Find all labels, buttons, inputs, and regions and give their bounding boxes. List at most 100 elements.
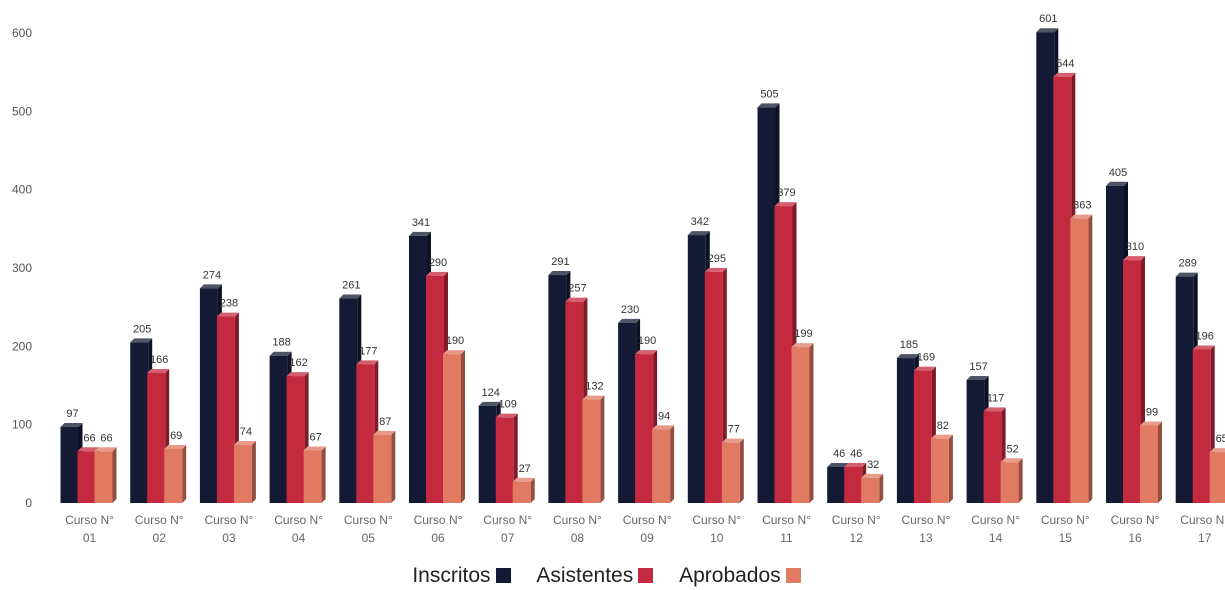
bar-aprobados bbox=[233, 441, 256, 503]
x-tick-label: Curso N° 01 bbox=[65, 513, 114, 545]
x-tick-label-line: 07 bbox=[501, 531, 515, 545]
x-tick-label-line: 15 bbox=[1059, 531, 1073, 545]
x-tick-label: Curso N° 13 bbox=[901, 513, 950, 545]
bar-front bbox=[1000, 462, 1019, 503]
bar-top bbox=[635, 350, 658, 355]
data-label: 291 bbox=[551, 256, 569, 268]
bar-front bbox=[774, 206, 793, 503]
x-tick-label: Curso N° 11 bbox=[762, 513, 811, 545]
legend: Inscritos Asistentes Aprobados bbox=[0, 564, 1225, 588]
bar-top bbox=[687, 231, 710, 236]
bar-front bbox=[652, 429, 671, 503]
bar-top bbox=[426, 271, 448, 276]
x-tick-label: Curso N° 10 bbox=[692, 513, 741, 545]
bar-top bbox=[443, 350, 465, 355]
legend-item-asistentes: Asistentes bbox=[536, 564, 665, 588]
bar-top bbox=[77, 447, 100, 452]
data-label: 379 bbox=[777, 187, 795, 199]
bar-asistentes bbox=[1123, 256, 1145, 503]
bar-top bbox=[60, 423, 83, 428]
bar-top bbox=[582, 395, 605, 400]
legend-swatch-aprobados bbox=[785, 568, 801, 583]
y-tick-label: 0 bbox=[25, 496, 32, 510]
bar-top bbox=[1070, 214, 1093, 219]
bar-side bbox=[1018, 458, 1023, 503]
bar-front bbox=[356, 364, 375, 503]
x-tick-label: Curso N° 03 bbox=[204, 513, 253, 545]
data-label: 289 bbox=[1179, 258, 1197, 270]
data-label: 177 bbox=[359, 345, 377, 357]
data-label: 32 bbox=[867, 459, 879, 471]
data-label: 97 bbox=[66, 408, 78, 420]
bar-front bbox=[1106, 185, 1124, 503]
x-tick-label-line: Curso N° bbox=[274, 513, 323, 527]
x-tick-label: Curso N° 17 bbox=[1180, 513, 1225, 545]
bar-front bbox=[1053, 76, 1072, 503]
data-label: 109 bbox=[499, 399, 517, 411]
x-tick-label: Curso N° 08 bbox=[553, 513, 602, 545]
bar-aprobados bbox=[443, 350, 465, 503]
bar-top bbox=[704, 267, 727, 272]
bar-front bbox=[130, 342, 149, 503]
bar-aprobados bbox=[930, 434, 953, 503]
bar-front bbox=[373, 434, 392, 503]
bar-aprobados bbox=[861, 473, 884, 503]
bar-front bbox=[216, 316, 235, 503]
y-tick-label: 200 bbox=[12, 339, 32, 353]
bar-side bbox=[948, 434, 953, 503]
bar-front bbox=[426, 275, 444, 503]
bar-top bbox=[774, 202, 797, 207]
bar-top bbox=[164, 444, 187, 449]
bar-front bbox=[1192, 349, 1211, 503]
bar-top bbox=[356, 360, 379, 365]
x-tick-label-line: 02 bbox=[153, 531, 167, 545]
bar-aprobados bbox=[1070, 214, 1093, 503]
x-tick-label: Curso N° 09 bbox=[623, 513, 672, 545]
data-label: 185 bbox=[900, 339, 918, 351]
x-tick-label-line: Curso N° bbox=[762, 513, 811, 527]
bar-front bbox=[339, 298, 358, 503]
bar-top bbox=[478, 401, 501, 406]
bar-front bbox=[286, 376, 305, 503]
data-label: 65 bbox=[1216, 433, 1225, 445]
x-tick-label: Curso N° 15 bbox=[1041, 513, 1090, 545]
bar-top bbox=[721, 438, 744, 443]
legend-item-aprobados: Aprobados bbox=[679, 564, 813, 588]
bar-front bbox=[269, 355, 288, 503]
data-label: 46 bbox=[833, 448, 845, 460]
legend-label-inscritos: Inscritos bbox=[412, 564, 491, 587]
y-tick-label: 600 bbox=[12, 26, 32, 40]
bar-side bbox=[530, 477, 535, 503]
bar-top bbox=[757, 103, 780, 108]
x-tick-label-line: 17 bbox=[1198, 531, 1212, 545]
data-label: 66 bbox=[100, 432, 112, 444]
bar-series-group bbox=[60, 28, 1225, 504]
bar-front bbox=[1140, 425, 1158, 503]
bar-side bbox=[739, 438, 744, 503]
bar-top bbox=[618, 318, 641, 323]
data-label: 190 bbox=[638, 335, 656, 347]
bar-side bbox=[112, 447, 117, 503]
x-tick-label-line: 12 bbox=[850, 531, 864, 545]
bar-front bbox=[1070, 218, 1089, 503]
data-label: 27 bbox=[519, 463, 531, 475]
x-tick-label-line: Curso N° bbox=[204, 513, 253, 527]
data-label: 257 bbox=[568, 283, 586, 295]
bar-aprobados bbox=[512, 477, 535, 503]
data-labels: 97 66 66 205 166 69 274 238 74 188 162 67 261 177 87 34… bbox=[66, 13, 1225, 475]
data-label: 310 bbox=[1126, 241, 1144, 253]
bar-side bbox=[1088, 214, 1093, 503]
bar-front bbox=[443, 354, 461, 503]
bar-side bbox=[670, 425, 675, 503]
x-tick-label-line: Curso N° bbox=[414, 513, 463, 527]
data-label: 46 bbox=[850, 448, 862, 460]
bar-side bbox=[461, 350, 465, 503]
legend-label-aprobados: Aprobados bbox=[679, 564, 781, 587]
bar-top bbox=[844, 462, 867, 467]
x-tick-label-line: Curso N° bbox=[901, 513, 950, 527]
bar-top bbox=[373, 430, 396, 435]
legend-swatch-asistentes bbox=[638, 568, 654, 583]
x-tick-label-line: Curso N° bbox=[65, 513, 114, 527]
x-tick-label-line: Curso N° bbox=[1041, 513, 1090, 527]
bar-side bbox=[879, 473, 884, 503]
